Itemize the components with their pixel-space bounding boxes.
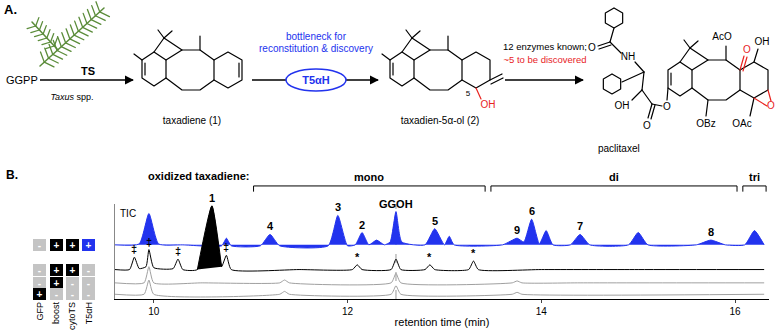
svg-text:Taxus spp.: Taxus spp. [50, 92, 93, 102]
svg-text:*: * [355, 251, 360, 263]
svg-text:-: - [87, 278, 90, 288]
svg-text:+: + [54, 240, 60, 250]
svg-text:12: 12 [342, 306, 354, 317]
svg-text:O: O [743, 44, 751, 55]
svg-text:+: + [37, 289, 43, 299]
svg-text:TS: TS [81, 65, 95, 77]
svg-text:tri: tri [749, 171, 760, 183]
svg-text:-: - [38, 278, 41, 288]
svg-text:+: + [70, 240, 76, 250]
svg-text:5: 5 [466, 89, 471, 98]
svg-text:O: O [643, 120, 651, 131]
svg-text:OAc: OAc [732, 118, 751, 129]
svg-text:bottleneck for: bottleneck for [286, 31, 347, 42]
svg-text:9: 9 [514, 224, 520, 236]
svg-text:OH: OH [615, 100, 630, 111]
svg-text:‡: ‡ [146, 236, 152, 248]
svg-text:3: 3 [335, 201, 341, 213]
svg-text:‡: ‡ [131, 243, 137, 255]
svg-text:+: + [70, 265, 76, 275]
svg-text:16: 16 [730, 306, 742, 317]
svg-text:-: - [71, 289, 74, 299]
svg-text:O: O [767, 100, 775, 111]
svg-text:+: + [54, 265, 60, 275]
svg-text:taxadien-5α-ol (2): taxadien-5α-ol (2) [401, 115, 480, 126]
svg-text:GFP: GFP [35, 302, 45, 321]
svg-text:paclitaxel: paclitaxel [598, 143, 640, 154]
svg-text:‡: ‡ [223, 241, 229, 253]
svg-text:cytoTS: cytoTS [67, 302, 77, 330]
svg-text:taxadiene (1): taxadiene (1) [163, 115, 221, 126]
svg-text:GGOH: GGOH [379, 198, 413, 210]
svg-text:boost: boost [51, 302, 61, 325]
svg-text:O: O [663, 101, 671, 112]
svg-text:2: 2 [359, 219, 365, 231]
svg-text:GGPP: GGPP [6, 74, 38, 86]
svg-text:OBz: OBz [696, 118, 715, 129]
svg-text:*: * [471, 247, 476, 259]
svg-text:-: - [38, 265, 41, 275]
svg-text:O: O [588, 42, 596, 53]
svg-text:TIC: TIC [120, 208, 136, 219]
svg-text:-: - [38, 240, 41, 250]
svg-text:7: 7 [577, 220, 583, 232]
svg-text:A.: A. [4, 2, 17, 17]
svg-text:4: 4 [267, 220, 274, 232]
svg-text:B.: B. [6, 168, 18, 182]
svg-text:-: - [87, 289, 90, 299]
svg-text:retention time (min): retention time (min) [395, 316, 490, 328]
svg-text:mono: mono [354, 171, 384, 183]
svg-text:5: 5 [432, 215, 438, 227]
svg-text:+: + [54, 278, 60, 288]
svg-text:12 enzymes known;: 12 enzymes known; [503, 41, 587, 52]
svg-text:NH: NH [621, 51, 635, 62]
svg-text:‡: ‡ [175, 245, 181, 257]
svg-text:-: - [71, 278, 74, 288]
svg-text:di: di [609, 171, 619, 183]
svg-text:OH: OH [755, 36, 770, 47]
svg-text:AcO: AcO [712, 31, 732, 42]
svg-text:~5 to be discovered: ~5 to be discovered [503, 54, 586, 65]
svg-text:6: 6 [529, 205, 535, 217]
svg-text:OH: OH [481, 99, 496, 110]
svg-text:T5αH: T5αH [84, 302, 94, 324]
svg-text:*: * [427, 251, 432, 263]
svg-text:1: 1 [209, 192, 215, 204]
svg-text:+: + [86, 240, 92, 250]
svg-text:oxidized taxadiene:: oxidized taxadiene: [148, 170, 249, 182]
svg-text:8: 8 [708, 226, 714, 238]
svg-text:reconstitution & discovery: reconstitution & discovery [259, 43, 373, 54]
svg-text:-: - [87, 265, 90, 275]
svg-text:14: 14 [536, 306, 548, 317]
svg-text:-: - [55, 289, 58, 299]
svg-text:10: 10 [148, 306, 160, 317]
svg-text:T5αH: T5αH [302, 74, 330, 86]
